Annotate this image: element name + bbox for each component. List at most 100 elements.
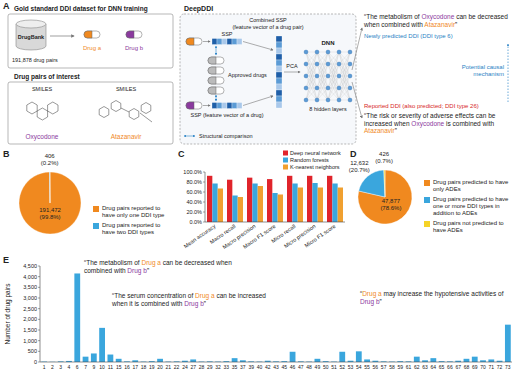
text-run: is combined with (444, 120, 494, 127)
pill-half (186, 102, 194, 109)
x-tick-label: 17 (132, 364, 138, 370)
dnn-node (348, 62, 352, 66)
x-tick-label: 56 (373, 364, 379, 370)
data-label-line: (78.6%) (380, 205, 401, 211)
y-tick-label: 2,000 (23, 316, 37, 322)
pill (208, 77, 224, 84)
text-run: Drug a (141, 259, 161, 266)
label: SMILES (32, 86, 53, 92)
arrow (284, 72, 300, 73)
y-tick (38, 287, 40, 288)
legend-swatch (283, 165, 288, 170)
bar (247, 178, 252, 222)
legend-swatch (424, 197, 430, 203)
text-run: “The serum concentration of (112, 292, 195, 299)
text-run: may increase the hypotensive activities … (382, 290, 504, 297)
pill-half (126, 31, 134, 38)
y-tick-label: 0 (34, 359, 37, 365)
label: SSP (221, 31, 232, 37)
x-tick-label: 29 (207, 364, 213, 370)
bar (338, 188, 343, 223)
label: 8 hidden layers (309, 106, 347, 112)
y-tick-label: 4,500 (23, 263, 37, 269)
pill-half (84, 31, 92, 38)
x-tick-label: 28 (199, 364, 205, 370)
x-tick-label: 57 (381, 364, 387, 370)
bar (272, 193, 277, 222)
panel-label: C (178, 149, 185, 159)
y-tick-label: 20.0% (186, 209, 202, 215)
bar (99, 328, 105, 362)
x-tick-label: 61 (406, 364, 412, 370)
data-label-line: 12,632 (350, 160, 369, 166)
label: Structural comparison (199, 133, 253, 139)
x-tick-label: 4 (68, 364, 71, 370)
comparison-arrow (216, 95, 217, 101)
text: Newly predicted DDI (DDI type 6) (364, 33, 514, 40)
dnn-node (337, 86, 341, 90)
feature-cell (217, 39, 222, 45)
bar (212, 184, 217, 223)
text-run: Potential causal mechanism (462, 64, 504, 77)
dnn-edge (317, 52, 328, 64)
x-tick-label: 51 (331, 364, 337, 370)
arrow (352, 28, 362, 70)
molecule-ring (111, 101, 121, 112)
comparison-arrow (216, 46, 217, 55)
bar (430, 358, 436, 362)
y-tick (203, 212, 205, 213)
dnn-node (315, 50, 319, 54)
y-tick (203, 182, 205, 183)
dnn-edge (339, 64, 350, 100)
bars (41, 273, 511, 362)
y-tick-label: 1,500 (23, 327, 37, 333)
text-run: Atazanavir (424, 21, 455, 28)
x-tick-label: Macro precision (221, 223, 256, 250)
x-tick-label: 9 (92, 364, 95, 370)
legend-swatch (283, 158, 288, 163)
bar (339, 352, 345, 362)
dnn-node (304, 74, 308, 78)
x-tick-label: 24 (182, 364, 188, 370)
pill (208, 87, 224, 94)
bar (116, 359, 122, 362)
dnn-edge (328, 52, 339, 88)
feature-cell (276, 66, 282, 72)
legend-label: K-nearest neighbors (290, 164, 340, 170)
box-title: DeepDDI (184, 5, 213, 13)
bar (312, 183, 317, 222)
text-run: Drug b (184, 300, 204, 307)
pill (84, 31, 100, 38)
dnn-edge (317, 52, 328, 88)
reported-ddi: “The risk or severity of adverse effects… (364, 112, 516, 135)
y-tick-label: 3,000 (23, 295, 37, 301)
slice (49, 172, 50, 203)
x-tick-label: 3 (59, 364, 62, 370)
dnn-edge (317, 52, 328, 64)
y-tick-label: 0.0% (189, 219, 202, 225)
arrow (203, 41, 210, 42)
x-tick-label: 42 (265, 364, 271, 370)
data-label-line: (20.7%) (349, 167, 370, 173)
feature-cell (276, 36, 282, 42)
x-tick-label: 35 (232, 364, 238, 370)
pie (358, 170, 412, 224)
y-tick (38, 276, 40, 277)
text-run: “The metabolism of (84, 259, 141, 266)
text-run: ” (204, 300, 206, 307)
dnn-edge (339, 52, 350, 88)
dnn-edge (306, 88, 317, 100)
legend-entry: Drug pairs reported to have two DDI type… (102, 222, 174, 236)
y-tick (203, 172, 205, 173)
bar (190, 359, 196, 362)
label: DNN (322, 40, 335, 46)
arrow (243, 96, 273, 106)
feature-cell (276, 102, 282, 108)
causal-arrow (508, 44, 509, 102)
molecule-ring (48, 102, 58, 114)
bar (238, 197, 243, 222)
dnn-edge (339, 52, 350, 64)
x-tick-label: 54 (356, 364, 362, 370)
y-tick-label: 60.0% (186, 189, 202, 195)
text-run: ” (380, 298, 382, 305)
